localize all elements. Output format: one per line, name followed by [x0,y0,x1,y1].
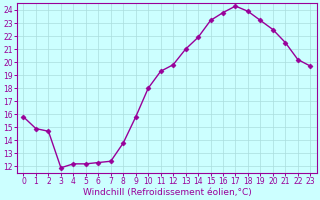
X-axis label: Windchill (Refroidissement éolien,°C): Windchill (Refroidissement éolien,°C) [83,188,251,197]
